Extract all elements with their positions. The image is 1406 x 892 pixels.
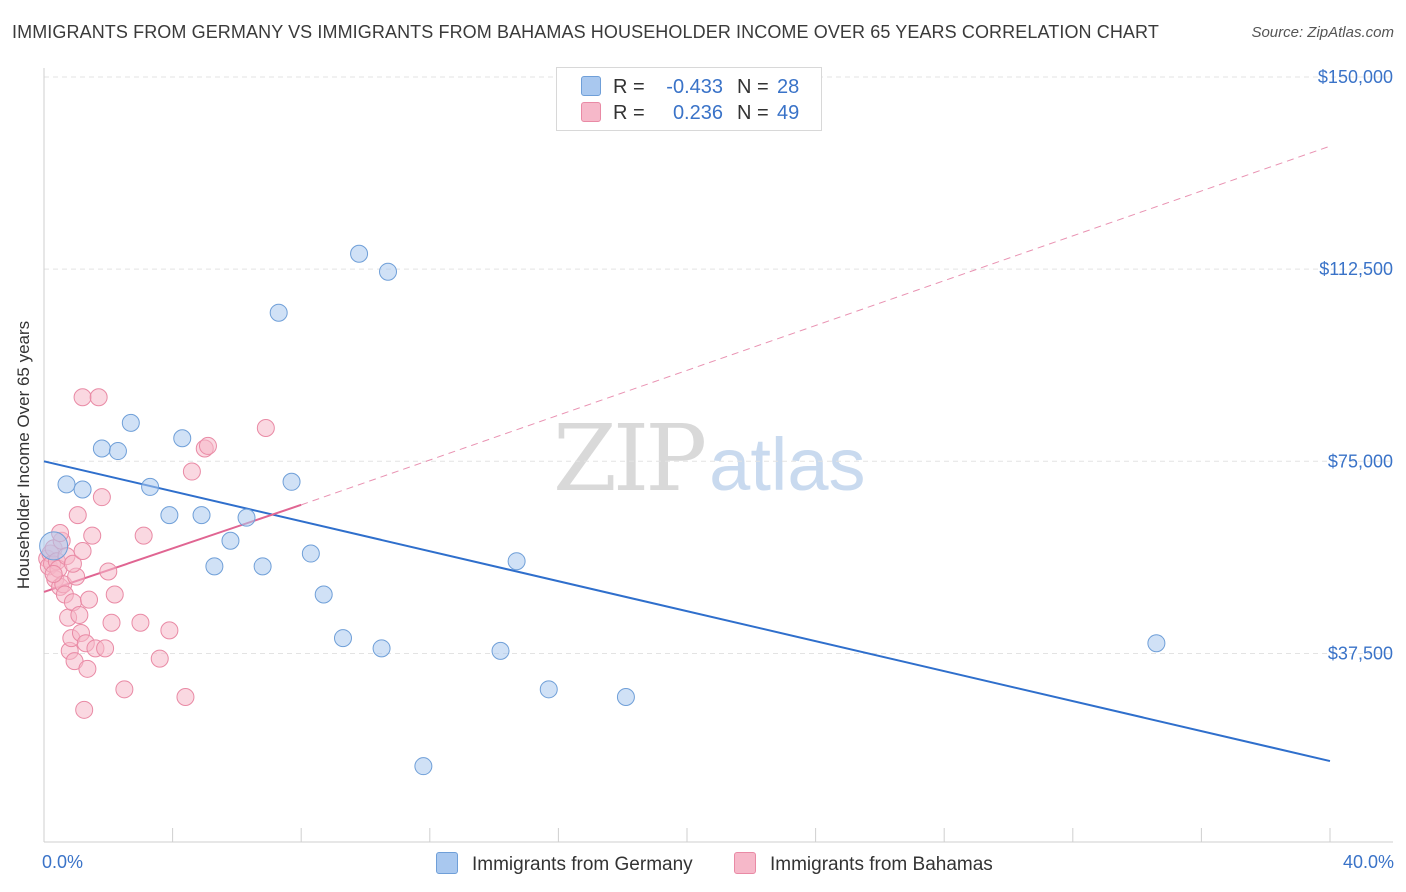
data-point-bahamas — [198, 436, 217, 455]
data-point-bahamas — [150, 649, 169, 668]
data-point-germany — [350, 244, 369, 263]
data-point-bahamas — [89, 388, 108, 407]
data-point-bahamas — [63, 554, 82, 573]
data-point-germany — [108, 442, 127, 461]
data-point-bahamas — [83, 526, 102, 545]
data-point-bahamas — [92, 488, 111, 507]
series-legend: Immigrants from Germany Immigrants from … — [0, 852, 1406, 878]
legend-n-label: N = — [737, 102, 769, 124]
data-point-germany — [39, 531, 69, 561]
trend-line-germany — [43, 460, 1331, 763]
legend-swatch-bahamas — [581, 102, 601, 122]
data-point-germany — [173, 429, 192, 448]
series-germany-points — [39, 244, 1166, 776]
data-point-germany — [92, 439, 111, 458]
data-point-bahamas — [160, 621, 179, 640]
legend-label-germany: Immigrants from Germany — [472, 854, 693, 875]
legend-r-value-germany: -0.433 — [666, 76, 723, 98]
legend-n-value-germany: 28 — [777, 76, 800, 98]
data-point-bahamas — [105, 585, 124, 604]
data-point-bahamas — [75, 700, 94, 719]
data-point-germany — [282, 472, 301, 491]
data-point-germany — [57, 475, 76, 494]
data-point-germany — [221, 531, 240, 550]
legend-item-germany[interactable]: Immigrants from Germany — [436, 852, 693, 876]
data-point-germany — [73, 480, 92, 499]
trend-lines — [43, 145, 1331, 763]
trend-line-bahamas — [43, 503, 302, 593]
data-point-germany — [616, 688, 635, 707]
data-point-germany — [237, 508, 256, 527]
data-point-germany — [205, 557, 224, 576]
legend-swatch-germany — [581, 76, 601, 96]
data-point-bahamas — [70, 606, 89, 625]
data-point-germany — [269, 303, 288, 322]
data-point-bahamas — [44, 565, 63, 584]
chart-title: IMMIGRANTS FROM GERMANY VS IMMIGRANTS FR… — [12, 22, 1159, 42]
data-point-bahamas — [102, 613, 121, 632]
legend-n-value-bahamas: 49 — [777, 102, 800, 124]
legend-item-bahamas[interactable]: Immigrants from Bahamas — [734, 852, 993, 876]
y-tick-labels: $37,500 $75,000 $112,500 $150,000 — [1318, 67, 1393, 663]
legend-swatch-germany — [436, 852, 458, 874]
correlation-legend: R = -0.433 N = 28 R = 0.236 N = 49 — [556, 67, 822, 131]
data-point-bahamas — [182, 462, 201, 481]
data-point-bahamas — [131, 613, 150, 632]
data-point-bahamas — [176, 688, 195, 707]
data-point-bahamas — [68, 506, 87, 525]
data-point-germany — [160, 506, 179, 525]
y-axis-label: Householder Income Over 65 years — [14, 320, 33, 590]
data-point-germany — [314, 585, 333, 604]
data-point-germany — [379, 262, 398, 281]
data-point-germany — [539, 680, 558, 699]
legend-n-label: N = — [737, 76, 769, 98]
axes — [43, 68, 1393, 843]
data-point-bahamas — [73, 388, 92, 407]
legend-row-germany: R = -0.433 N = 28 — [581, 76, 799, 100]
data-point-germany — [253, 557, 272, 576]
y-tick-label: $112,500 — [1319, 259, 1393, 279]
legend-label-bahamas: Immigrants from Bahamas — [770, 854, 993, 875]
legend-swatch-bahamas — [734, 852, 756, 874]
data-point-germany — [1147, 634, 1166, 653]
data-point-bahamas — [256, 418, 275, 437]
y-tick-label: $75,000 — [1328, 451, 1393, 471]
data-point-germany — [301, 544, 320, 563]
data-point-germany — [141, 477, 160, 496]
legend-r-label: R = — [613, 76, 645, 98]
data-point-bahamas — [80, 590, 99, 609]
data-point-germany — [414, 757, 433, 776]
data-point-bahamas — [134, 526, 153, 545]
grid-lines — [44, 76, 1393, 654]
y-tick-label: $37,500 — [1328, 643, 1393, 663]
data-point-germany — [491, 641, 510, 660]
data-point-germany — [333, 629, 352, 648]
source-credit: Source: ZipAtlas.com — [1251, 24, 1394, 41]
data-point-germany — [192, 506, 211, 525]
x-tick-label-max: 40.0% — [1342, 852, 1394, 872]
data-point-bahamas — [115, 680, 134, 699]
legend-r-label: R = — [613, 102, 645, 124]
data-point-bahamas — [96, 639, 115, 658]
trend-line-bahamas-extension — [301, 145, 1331, 506]
legend-row-bahamas: R = 0.236 N = 49 — [581, 102, 799, 126]
x-tick-label-min: 0.0% — [42, 852, 84, 872]
data-point-germany — [507, 552, 526, 571]
data-point-bahamas — [73, 541, 92, 560]
legend-r-value-bahamas: 0.236 — [672, 102, 723, 124]
data-point-bahamas — [99, 562, 118, 581]
data-point-bahamas — [78, 659, 97, 678]
y-tick-label: $150,000 — [1318, 67, 1393, 87]
data-point-germany — [372, 639, 391, 658]
data-point-germany — [121, 413, 140, 432]
